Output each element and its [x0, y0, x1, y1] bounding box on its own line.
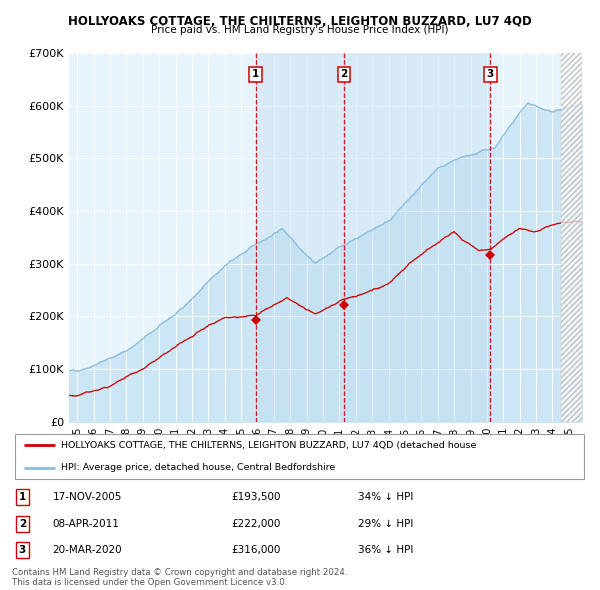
- Text: 2: 2: [340, 69, 347, 79]
- Text: HOLLYOAKS COTTAGE, THE CHILTERNS, LEIGHTON BUZZARD, LU7 4QD (detached house: HOLLYOAKS COTTAGE, THE CHILTERNS, LEIGHT…: [61, 441, 476, 450]
- Text: 1: 1: [252, 69, 259, 79]
- Text: 3: 3: [487, 69, 494, 79]
- Text: 17-NOV-2005: 17-NOV-2005: [52, 492, 122, 502]
- Text: 36% ↓ HPI: 36% ↓ HPI: [358, 545, 413, 555]
- Polygon shape: [560, 53, 582, 422]
- Text: HOLLYOAKS COTTAGE, THE CHILTERNS, LEIGHTON BUZZARD, LU7 4QD: HOLLYOAKS COTTAGE, THE CHILTERNS, LEIGHT…: [68, 15, 532, 28]
- Text: 29% ↓ HPI: 29% ↓ HPI: [358, 519, 413, 529]
- Text: 08-APR-2011: 08-APR-2011: [52, 519, 119, 529]
- Text: £193,500: £193,500: [231, 492, 280, 502]
- Text: 1: 1: [19, 492, 26, 502]
- Text: £222,000: £222,000: [231, 519, 280, 529]
- Bar: [256, 53, 490, 422]
- Text: Contains HM Land Registry data © Crown copyright and database right 2024.: Contains HM Land Registry data © Crown c…: [12, 568, 347, 576]
- Text: Price paid vs. HM Land Registry's House Price Index (HPI): Price paid vs. HM Land Registry's House …: [151, 25, 449, 35]
- Text: This data is licensed under the Open Government Licence v3.0.: This data is licensed under the Open Gov…: [12, 578, 287, 587]
- Text: 34% ↓ HPI: 34% ↓ HPI: [358, 492, 413, 502]
- Text: HPI: Average price, detached house, Central Bedfordshire: HPI: Average price, detached house, Cent…: [61, 463, 335, 472]
- Text: £316,000: £316,000: [231, 545, 280, 555]
- Text: 3: 3: [19, 545, 26, 555]
- Text: 20-MAR-2020: 20-MAR-2020: [52, 545, 122, 555]
- Text: 2: 2: [19, 519, 26, 529]
- FancyBboxPatch shape: [15, 434, 584, 479]
